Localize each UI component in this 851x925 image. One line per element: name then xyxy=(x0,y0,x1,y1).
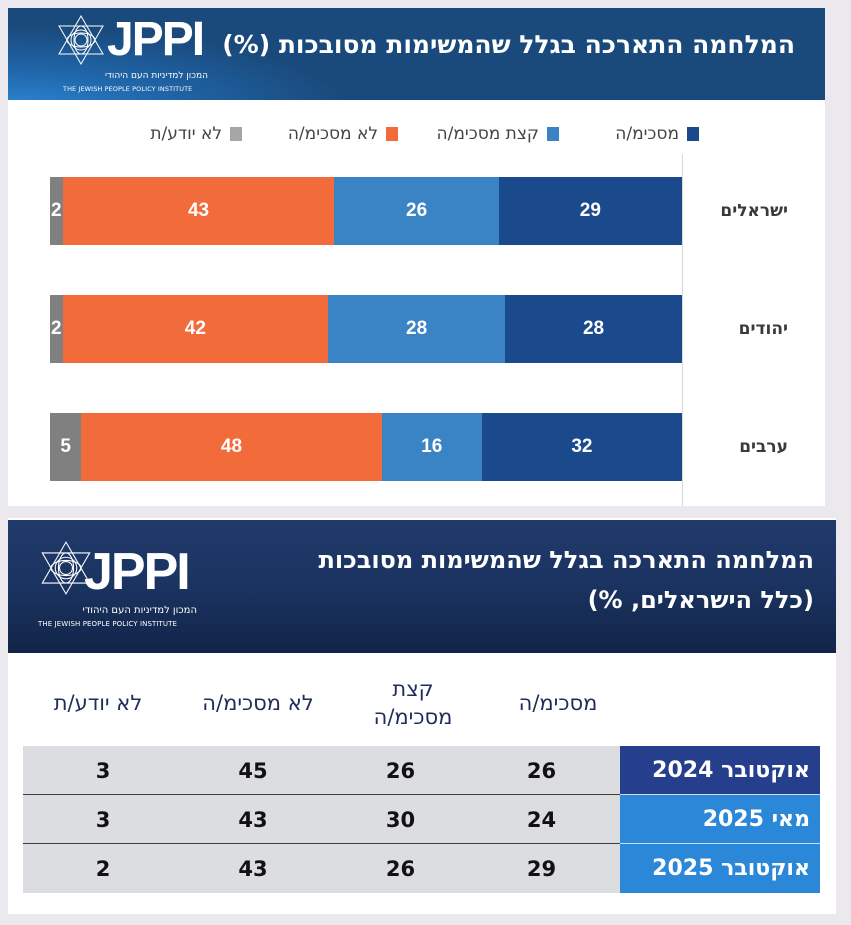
data-label: 28 xyxy=(582,318,605,339)
data-label: 43 xyxy=(187,200,210,221)
table-cell: 45 xyxy=(183,746,323,795)
legend-swatch xyxy=(547,127,559,141)
data-label: 32 xyxy=(571,436,593,457)
legend-item-agree: מסכימ/ה xyxy=(615,122,699,146)
chart-title: המלחמה התארכה בגלל שהמשימות מסובכות (%) xyxy=(222,30,795,59)
bar-segment: 29 xyxy=(498,177,682,245)
table-cell: 3 xyxy=(23,795,183,844)
table-title-line-1: המלחמה התארכה בגלל שהמשימות מסובכות xyxy=(318,546,814,574)
bar-segment: 26 xyxy=(334,177,499,245)
column-header-somewhat-agree: קצת מסכימ/ה xyxy=(353,663,473,743)
data-label: 29 xyxy=(579,200,601,221)
bar-segment: 48 xyxy=(81,413,382,481)
table-cell: 43 xyxy=(183,795,323,844)
stacked-bar-chart: 29 26 43 2 ישראלים 28 28 42 2 יהודים 32 16 48 5 ערבים xyxy=(8,148,825,506)
category-label: יהודים xyxy=(738,319,788,339)
table-cell: 24 xyxy=(478,795,605,844)
logo-wordmark: JPPI xyxy=(107,13,205,66)
category-axis-line xyxy=(682,154,683,506)
table-title: המלחמה התארכה בגלל שהמשימות מסובכות (כלל… xyxy=(318,540,814,620)
legend-swatch xyxy=(386,127,398,141)
table-cell: 2 xyxy=(23,844,183,893)
row-label: אוקטובר 2025 xyxy=(620,844,820,893)
bar-row: 32 16 48 5 xyxy=(50,413,682,481)
legend-label: קצת מסכימ/ה xyxy=(436,124,539,144)
logo-subtitle-english: THE JEWISH PEOPLE POLICY INSTITUTE xyxy=(63,85,193,93)
data-label: 2 xyxy=(51,200,62,221)
bar-row: 28 28 42 2 xyxy=(50,295,682,363)
bar-segment: 16 xyxy=(381,413,482,481)
table-cell: 29 xyxy=(478,844,605,893)
row-label: אוקטובר 2024 xyxy=(620,746,820,795)
category-label: ערבים xyxy=(739,437,788,457)
table-cell: 26 xyxy=(323,746,478,795)
table-cell: 26 xyxy=(478,746,605,795)
data-label: 5 xyxy=(60,436,71,457)
table-row: 26 26 45 3 אוקטובר 2024 xyxy=(23,746,820,795)
data-label: 48 xyxy=(220,436,243,457)
logo-subtitle-hebrew: המכון למדיניות העם היהודי xyxy=(82,605,197,616)
data-label: 28 xyxy=(406,318,428,339)
column-header-line: מסכימ/ה xyxy=(373,705,453,729)
bar-segment: 28 xyxy=(328,295,506,363)
stacked-bar-panel: JPPI המכון למדיניות העם היהודי THE JEWIS… xyxy=(8,8,825,506)
legend-label: מסכימ/ה xyxy=(615,124,679,144)
bar-segment: 42 xyxy=(62,295,329,363)
bar-segment: 5 xyxy=(50,413,82,481)
star-of-david-icon xyxy=(58,15,104,65)
data-label: 42 xyxy=(184,318,206,339)
legend-swatch xyxy=(687,127,699,141)
logo-wordmark: JPPI xyxy=(84,543,191,601)
panel-header: JPPI המכון למדיניות העם היהודי THE JEWIS… xyxy=(8,8,825,100)
table-cell: 3 xyxy=(23,746,183,795)
bar-segment: 2 xyxy=(50,295,63,363)
data-label: 26 xyxy=(406,200,428,221)
column-header-agree: מסכימ/ה xyxy=(518,691,598,715)
legend-label: לא מסכימ/ה xyxy=(287,124,378,144)
table-cell: 30 xyxy=(323,795,478,844)
bar-row: 29 26 43 2 xyxy=(50,177,682,245)
chart-legend: מסכימ/ה קצת מסכימ/ה לא מסכימ/ה לא יודע/ת xyxy=(8,122,825,146)
legend-item-dont-know: לא יודע/ת xyxy=(150,122,242,146)
column-header-disagree: לא מסכימ/ה xyxy=(202,691,314,715)
data-label: 16 xyxy=(421,436,443,457)
table-row: 24 30 43 3 מאי 2025 xyxy=(23,795,820,844)
table-cell: 43 xyxy=(183,844,323,893)
legend-swatch xyxy=(230,127,242,141)
column-header-line: קצת xyxy=(392,677,434,701)
jppi-logo: JPPI המכון למדיניות העם היהודי THE JEWIS… xyxy=(38,538,198,648)
category-label: ישראלים xyxy=(720,201,788,221)
logo-subtitle-english: THE JEWISH PEOPLE POLICY INSTITUTE xyxy=(38,620,178,628)
table-row: 29 26 43 2 אוקטובר 2025 xyxy=(23,844,820,893)
bar-segment: 43 xyxy=(62,177,335,245)
row-label: מאי 2025 xyxy=(620,795,820,844)
table-title-line-2: (כלל הישראלים, %) xyxy=(587,586,814,614)
column-header-dont-know: לא יודע/ת xyxy=(53,691,143,715)
star-of-david-icon xyxy=(41,541,91,595)
bar-segment: 32 xyxy=(481,413,682,481)
logo-subtitle-hebrew: המכון למדיניות העם היהודי xyxy=(104,71,208,81)
legend-item-somewhat-agree: קצת מסכימ/ה xyxy=(437,122,559,146)
table-cell: 26 xyxy=(323,844,478,893)
legend-item-disagree: לא מסכימ/ה xyxy=(288,122,398,146)
legend-label: לא יודע/ת xyxy=(150,124,222,144)
table-panel: JPPI המכון למדיניות העם היהודי THE JEWIS… xyxy=(8,518,836,914)
data-label: 2 xyxy=(51,318,62,339)
jppi-logo: JPPI המכון למדיניות העם היהודי THE JEWIS… xyxy=(53,10,208,98)
panel-header: JPPI המכון למדיניות העם היהודי THE JEWIS… xyxy=(8,520,836,653)
bar-segment: 2 xyxy=(50,177,63,245)
bar-segment: 28 xyxy=(505,295,682,363)
